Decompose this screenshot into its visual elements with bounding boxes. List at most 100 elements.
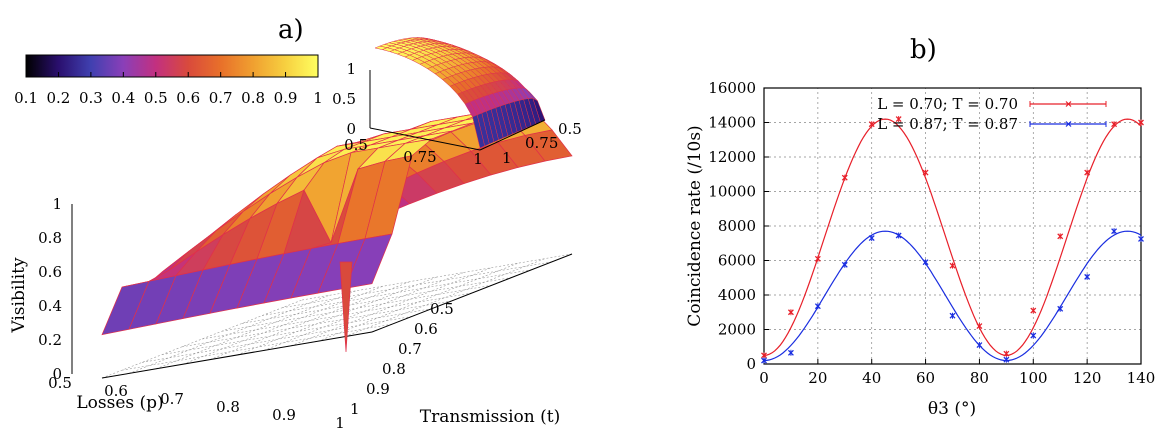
x-tick-label: 1	[335, 414, 345, 432]
data-point	[1057, 233, 1064, 240]
z-tick-label: 0.8	[38, 229, 62, 247]
data-point	[1111, 228, 1118, 235]
colorbar: 0.1 0.2 0.3 0.4 0.5 0.6 0.7 0.8 0.9 1	[14, 54, 323, 107]
panel-b-fit-curves	[763, 118, 1142, 362]
z-tick-label: 0.4	[38, 297, 62, 315]
colorbar-gradient	[25, 54, 319, 78]
inset-surface-cell	[472, 114, 485, 149]
x-tick-label: 0.7	[160, 390, 184, 408]
inset-x-tick-label: 0.5	[344, 136, 368, 154]
data-point	[1030, 332, 1037, 339]
x-tick-label: 60	[916, 369, 935, 387]
data-point	[787, 309, 794, 316]
z-tick-label: 0.6	[38, 263, 62, 281]
data-point	[868, 235, 875, 242]
data-point	[814, 303, 821, 310]
inset-surface-plot: 00.510.50.75 1 10.750.5	[332, 37, 582, 168]
x-tick-label: 40	[862, 369, 881, 387]
data-point	[1057, 305, 1064, 312]
inset-z-tick-label: 1	[346, 60, 356, 78]
inset-y-tick-label: 0.75	[525, 134, 558, 152]
panel-b-grid	[764, 88, 1141, 364]
inset-z-tick-label: 0.5	[332, 90, 356, 108]
data-point	[1138, 235, 1144, 242]
data-point	[1030, 307, 1037, 314]
x-tick-label: 140	[1127, 369, 1156, 387]
y-tick-label: 2000	[718, 321, 756, 339]
panel-b-x-axis-title: θ3 (°)	[928, 399, 976, 419]
y-tick-label: 0.8	[382, 360, 406, 378]
x-tick-label: 0.8	[216, 398, 240, 416]
colorbar-ticks: 0.1 0.2 0.3 0.4 0.5 0.6 0.7 0.8 0.9 1	[14, 72, 323, 107]
main-surface-axes	[71, 204, 573, 379]
data-point	[761, 352, 767, 359]
inset-x-tick-label: 0.75	[403, 148, 436, 166]
data-point	[1138, 119, 1144, 126]
inset-tick-labels: 00.510.50.75 1 10.750.5	[332, 60, 582, 168]
y-tick-label: 6000	[718, 252, 756, 270]
y-tick-label: 0.7	[398, 340, 422, 358]
main-surface-plot: 0 0.2 0.4 0.6 0.8 1 0.5 0.6 0.7 0.8 0.9 1 0.5 0.6 0.7 0…	[9, 107, 573, 432]
data-point	[949, 312, 956, 319]
legend-entry-label: L = 0.70; T = 0.70	[877, 95, 1018, 113]
data-point	[1003, 350, 1010, 357]
data-point	[1111, 121, 1118, 128]
panel-b-data-points	[761, 116, 1144, 364]
panel-b-legend: L = 0.70; T = 0.70 L = 0.87; T = 0.87	[877, 95, 1107, 133]
inset-x-tick-label: 1	[473, 150, 483, 168]
y-tick-label: 12000	[708, 148, 756, 166]
z-tick-label: 1	[52, 195, 62, 213]
x-tick-label: 0.9	[272, 406, 296, 424]
surface-spike	[339, 261, 353, 353]
data-point	[895, 116, 902, 123]
data-point	[976, 323, 983, 330]
data-point	[841, 261, 848, 268]
colorbar-tick-label: 0.4	[111, 89, 135, 107]
x-tick-label: 20	[808, 369, 827, 387]
surface-cell	[344, 233, 393, 289]
colorbar-tick-label: 0.8	[241, 89, 265, 107]
x-tick-label: 100	[1019, 369, 1048, 387]
y-tick-label: 14000	[708, 114, 756, 132]
panel-b-y-tick-labels: 0 2000 4000 6000 8000 10000 12000 14000 16000	[708, 79, 769, 373]
main-surface-mesh	[101, 107, 573, 353]
data-point	[1084, 169, 1091, 176]
x-tick-label: 0.6	[104, 382, 128, 400]
panel-b-y-axis-title: Coincidence rate (/10s)	[685, 125, 705, 326]
colorbar-tick-label: 0.1	[14, 89, 38, 107]
data-point	[976, 342, 983, 349]
colorbar-tick-label: 0.3	[79, 89, 103, 107]
x-axis-title: Losses (p)	[76, 393, 163, 413]
colorbar-tick-label: 0.6	[176, 89, 200, 107]
colorbar-tick-label: 0.7	[209, 89, 233, 107]
data-point	[922, 259, 929, 266]
z-tick-label: 0.2	[38, 331, 62, 349]
inset-y-tick-label: 1	[502, 149, 512, 167]
y-tick-label: 0.5	[430, 300, 454, 318]
inset-z-tick-label: 0	[346, 120, 356, 138]
y-tick-label: 0.6	[414, 320, 438, 338]
colorbar-tick-label: 0.9	[274, 89, 298, 107]
y-tick-label: 1	[350, 400, 360, 418]
data-point	[761, 357, 767, 364]
data-point	[787, 349, 794, 356]
inset-y-tick-label: 0.5	[558, 120, 582, 138]
x-tick-label: 120	[1073, 369, 1102, 387]
z-axis-title: Visibility	[9, 257, 29, 334]
inset-surface-mesh	[369, 37, 546, 151]
data-point	[922, 169, 929, 176]
data-point	[895, 232, 902, 239]
data-point	[814, 255, 821, 262]
y-tick-label: 0.9	[366, 380, 390, 398]
y-tick-label: 8000	[718, 217, 756, 235]
y-axis-title: Transmission (t)	[420, 407, 560, 427]
y-tick-label: 10000	[708, 183, 756, 201]
x-tick-label: 0	[759, 369, 769, 387]
x-tick-label: 80	[970, 369, 989, 387]
panel-b-letter: b)	[910, 35, 937, 65]
colorbar-tick-label: 0.5	[144, 89, 168, 107]
colorbar-tick-label: 1	[313, 89, 323, 107]
legend-entry-label: L = 0.87; T = 0.87	[877, 115, 1018, 133]
x-tick-label: 0.5	[48, 374, 72, 392]
